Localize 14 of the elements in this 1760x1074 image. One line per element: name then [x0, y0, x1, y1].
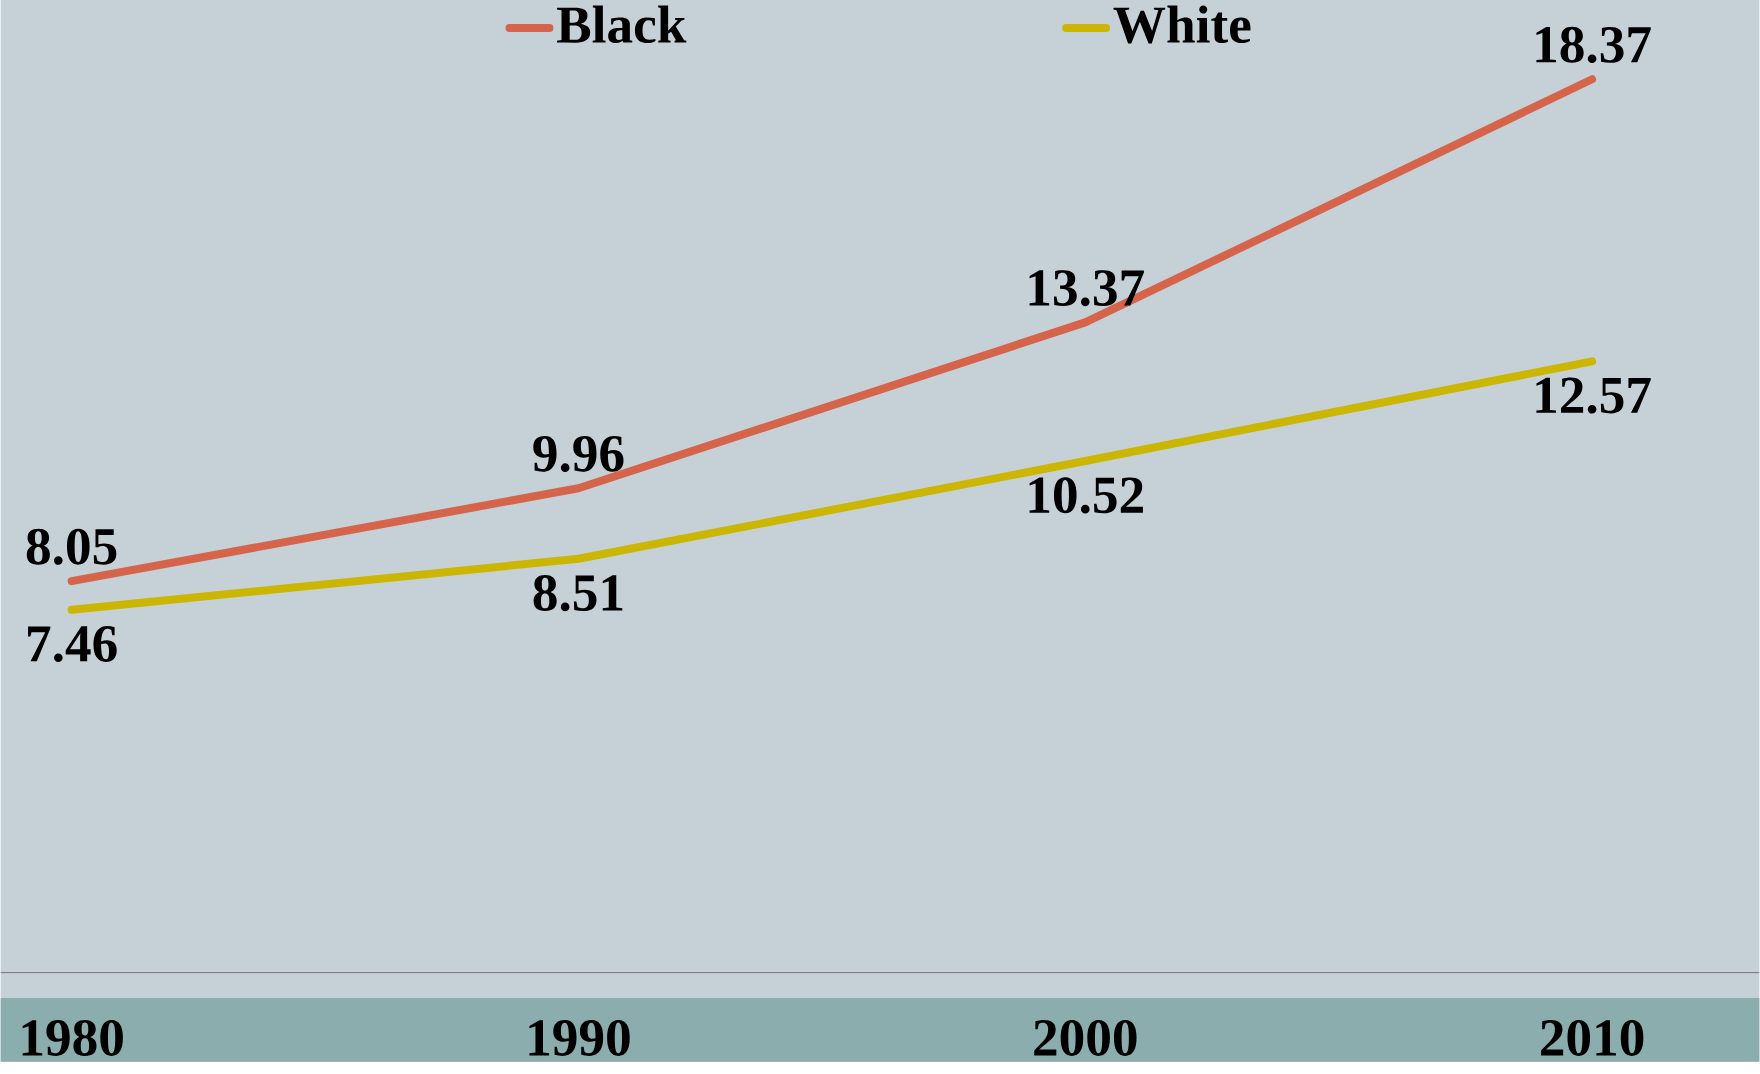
- data-label: 12.57: [1536, 377, 1651, 414]
- legend-label: Black: [556, 5, 687, 44]
- data-label: 18.37: [1536, 26, 1651, 64]
- data-label: 13.37: [1029, 270, 1144, 307]
- legend-label: White: [1113, 5, 1251, 44]
- data-label: 7.46: [28, 626, 117, 663]
- x-tick-label: 1990: [529, 1020, 630, 1057]
- data-label: 10.52: [1029, 477, 1143, 514]
- x-tick-label: 1980: [22, 1020, 123, 1057]
- data-label: 9.96: [533, 436, 624, 473]
- data-label: 8.05: [26, 528, 117, 566]
- data-label: 8.51: [533, 575, 623, 612]
- x-tick-label: 2010: [1541, 1020, 1644, 1057]
- x-tick-label: 2000: [1034, 1020, 1137, 1057]
